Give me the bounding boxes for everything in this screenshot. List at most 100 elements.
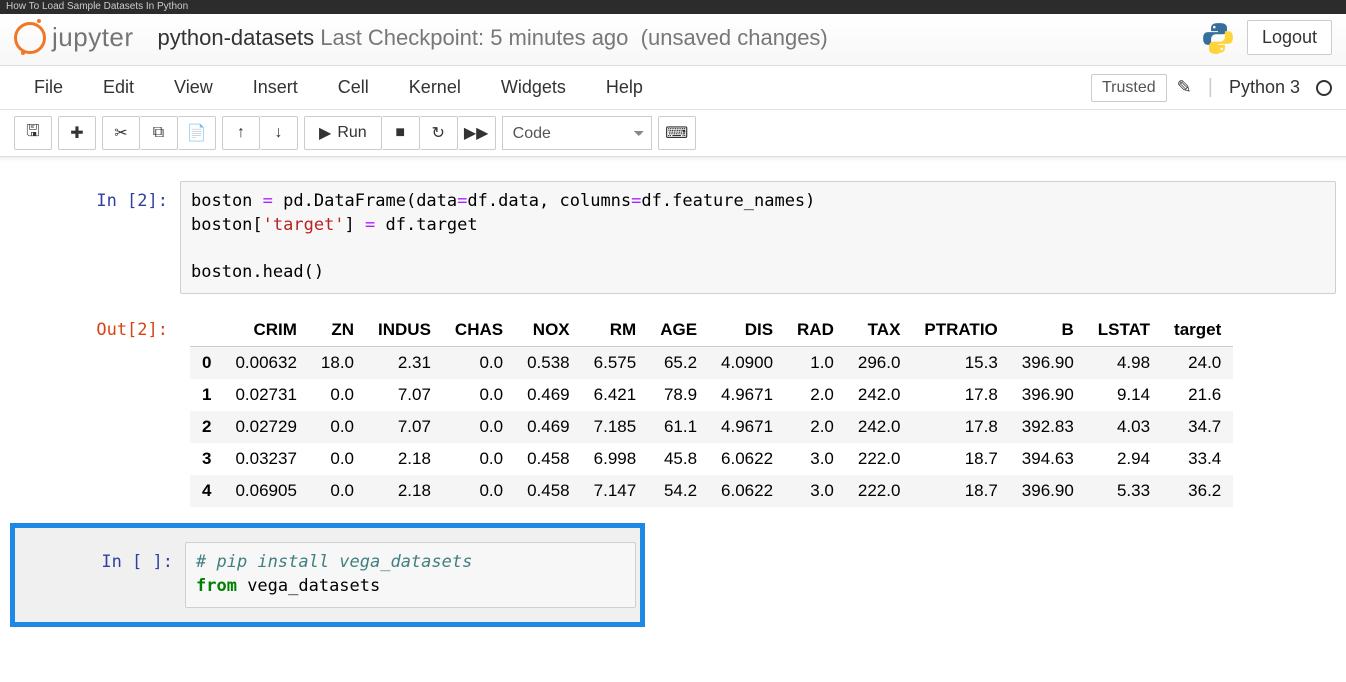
row-index: 4: [190, 475, 223, 507]
table-cell: 396.90: [1010, 379, 1086, 411]
row-index: 1: [190, 379, 223, 411]
table-cell: 396.90: [1010, 347, 1086, 380]
code-input[interactable]: # pip install vega_datasets from vega_da…: [185, 542, 636, 608]
table-cell: 6.998: [582, 443, 649, 475]
table-cell: 2.18: [366, 443, 443, 475]
add-cell-button[interactable]: ✚: [58, 116, 96, 150]
menu-help[interactable]: Help: [586, 69, 663, 106]
table-row: 40.069050.02.180.00.4587.14754.26.06223.…: [190, 475, 1233, 507]
table-cell: 4.03: [1086, 411, 1162, 443]
table-header: DIS: [709, 314, 785, 347]
in-prompt: In [2]:: [10, 181, 180, 294]
table-cell: 0.0: [443, 475, 515, 507]
table-header: INDUS: [366, 314, 443, 347]
tab-title: How To Load Sample Datasets In Python: [6, 1, 188, 12]
move-down-button[interactable]: ↓: [260, 116, 298, 150]
table-cell: 24.0: [1162, 347, 1233, 380]
table-header: NOX: [515, 314, 582, 347]
run-button[interactable]: ▶ Run: [304, 116, 382, 150]
table-cell: 0.469: [515, 379, 582, 411]
table-cell: 15.3: [912, 347, 1009, 380]
dataframe-table: CRIMZNINDUSCHASNOXRMAGEDISRADTAXPTRATIOB…: [190, 314, 1233, 507]
menu-widgets[interactable]: Widgets: [481, 69, 586, 106]
table-cell: 2.0: [785, 411, 846, 443]
table-cell: 7.07: [366, 411, 443, 443]
menu-view[interactable]: View: [154, 69, 233, 106]
table-row: 20.027290.07.070.00.4697.18561.14.96712.…: [190, 411, 1233, 443]
code-cell[interactable]: In [ ]: # pip install vega_datasets from…: [15, 538, 636, 612]
edit-icon[interactable]: ✎: [1177, 77, 1192, 98]
table-cell: 394.63: [1010, 443, 1086, 475]
menu-insert[interactable]: Insert: [233, 69, 318, 106]
table-cell: 4.0900: [709, 347, 785, 380]
fast-forward-button[interactable]: ▶▶: [458, 116, 496, 150]
table-cell: 1.0: [785, 347, 846, 380]
table-cell: 7.147: [582, 475, 649, 507]
menu-edit[interactable]: Edit: [83, 69, 154, 106]
table-cell: 18.7: [912, 443, 1009, 475]
table-cell: 9.14: [1086, 379, 1162, 411]
table-cell: 4.9671: [709, 379, 785, 411]
command-palette-button[interactable]: ⌨: [658, 116, 696, 150]
browser-title-bar: How To Load Sample Datasets In Python: [0, 0, 1346, 14]
table-header: target: [1162, 314, 1233, 347]
table-row: 10.027310.07.070.00.4696.42178.94.96712.…: [190, 379, 1233, 411]
table-cell: 222.0: [846, 443, 913, 475]
paste-button[interactable]: 📄: [178, 116, 216, 150]
jupyter-logo-text: jupyter: [52, 22, 134, 53]
table-cell: 3.0: [785, 475, 846, 507]
table-cell: 6.0622: [709, 475, 785, 507]
menu-cell[interactable]: Cell: [318, 69, 389, 106]
trusted-indicator[interactable]: Trusted: [1091, 74, 1167, 102]
row-index: 0: [190, 347, 223, 380]
table-cell: 2.18: [366, 475, 443, 507]
notebook-name: python-datasets: [158, 25, 315, 50]
table-cell: 0.0: [309, 379, 366, 411]
python-logo-icon: [1201, 21, 1235, 55]
restart-button[interactable]: ↻: [420, 116, 458, 150]
table-cell: 0.0: [309, 475, 366, 507]
table-cell: 21.6: [1162, 379, 1233, 411]
checkpoint-status: Last Checkpoint: 5 minutes ago (unsaved …: [320, 25, 828, 50]
kernel-indicator-icon[interactable]: [1316, 80, 1332, 96]
stop-button[interactable]: ■: [382, 116, 420, 150]
kernel-name[interactable]: Python 3: [1229, 77, 1300, 98]
table-cell: 0.02731: [223, 379, 308, 411]
table-row: 30.032370.02.180.00.4586.99845.86.06223.…: [190, 443, 1233, 475]
table-header: AGE: [648, 314, 709, 347]
notebook-title[interactable]: python-datasets Last Checkpoint: 5 minut…: [158, 25, 1201, 51]
table-cell: 33.4: [1162, 443, 1233, 475]
cut-button[interactable]: ✂: [102, 116, 140, 150]
table-row: 00.0063218.02.310.00.5386.57565.24.09001…: [190, 347, 1233, 380]
out-prompt: Out[2]:: [10, 310, 180, 511]
table-cell: 0.0: [443, 411, 515, 443]
copy-button[interactable]: ⧉: [140, 116, 178, 150]
table-cell: 0.0: [309, 443, 366, 475]
table-cell: 0.03237: [223, 443, 308, 475]
code-input[interactable]: boston = pd.DataFrame(data=df.data, colu…: [180, 181, 1336, 294]
move-up-button[interactable]: ↑: [222, 116, 260, 150]
jupyter-logo[interactable]: jupyter: [14, 22, 134, 54]
table-cell: 396.90: [1010, 475, 1086, 507]
menu-file[interactable]: File: [14, 69, 83, 106]
table-cell: 296.0: [846, 347, 913, 380]
table-cell: 34.7: [1162, 411, 1233, 443]
logout-button[interactable]: Logout: [1247, 20, 1332, 55]
table-cell: 242.0: [846, 379, 913, 411]
table-cell: 61.1: [648, 411, 709, 443]
table-cell: 4.98: [1086, 347, 1162, 380]
output-cell: Out[2]: CRIMZNINDUSCHASNOXRMAGEDISRADTAX…: [10, 306, 1336, 515]
header: jupyter python-datasets Last Checkpoint:…: [0, 14, 1346, 66]
table-cell: 2.94: [1086, 443, 1162, 475]
row-index: 2: [190, 411, 223, 443]
table-cell: 78.9: [648, 379, 709, 411]
cell-type-select[interactable]: Code: [502, 116, 652, 150]
table-cell: 0.0: [309, 411, 366, 443]
save-button[interactable]: 🖫: [14, 116, 52, 150]
code-cell[interactable]: In [2]: boston = pd.DataFrame(data=df.da…: [10, 177, 1336, 298]
table-cell: 0.469: [515, 411, 582, 443]
table-header: [190, 314, 223, 347]
table-cell: 0.0: [443, 379, 515, 411]
menu-kernel[interactable]: Kernel: [389, 69, 481, 106]
table-cell: 0.00632: [223, 347, 308, 380]
